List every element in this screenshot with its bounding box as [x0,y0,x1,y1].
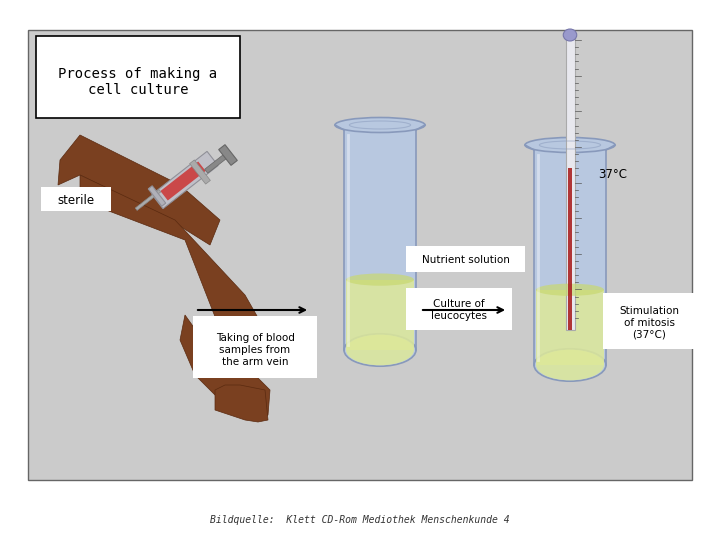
Polygon shape [215,385,268,422]
Polygon shape [80,175,265,360]
Bar [565,35,575,330]
Bar [219,145,238,165]
Text: Nutrient solution: Nutrient solution [422,255,510,265]
Bar [346,280,414,350]
Bar [344,130,416,350]
Bar [568,168,572,330]
Text: sterile: sterile [58,193,94,206]
FancyBboxPatch shape [603,293,695,349]
Ellipse shape [525,138,615,152]
Bar [135,190,161,211]
Ellipse shape [534,349,606,381]
FancyBboxPatch shape [193,316,317,378]
Bar [148,186,166,206]
Text: Taking of blood
samples from
the arm vein: Taking of blood samples from the arm vei… [215,333,294,367]
Polygon shape [58,135,220,245]
Polygon shape [180,315,270,420]
Bar [28,30,692,480]
Text: Culture of
leucocytes: Culture of leucocytes [431,299,487,321]
Bar [189,160,210,184]
Ellipse shape [563,29,577,41]
Text: Bildquelle:  Klett CD-Rom Mediothek Menschenkunde 4: Bildquelle: Klett CD-Rom Mediothek Mensc… [210,515,510,525]
Ellipse shape [536,284,604,296]
Bar [536,290,604,365]
Ellipse shape [335,118,425,132]
Text: Stimulation
of mitosis
(37°C): Stimulation of mitosis (37°C) [619,306,679,340]
Ellipse shape [346,273,414,286]
Ellipse shape [536,350,604,380]
Bar [534,150,606,365]
FancyBboxPatch shape [406,246,525,272]
Ellipse shape [346,335,414,365]
Bar [204,151,231,173]
FancyBboxPatch shape [36,36,240,118]
FancyBboxPatch shape [406,288,512,330]
FancyBboxPatch shape [41,187,111,211]
Text: 37°C: 37°C [598,168,627,181]
Text: Process of making a
cell culture: Process of making a cell culture [58,67,217,97]
Bar [161,161,206,200]
Bar [152,151,218,208]
Ellipse shape [344,334,416,366]
